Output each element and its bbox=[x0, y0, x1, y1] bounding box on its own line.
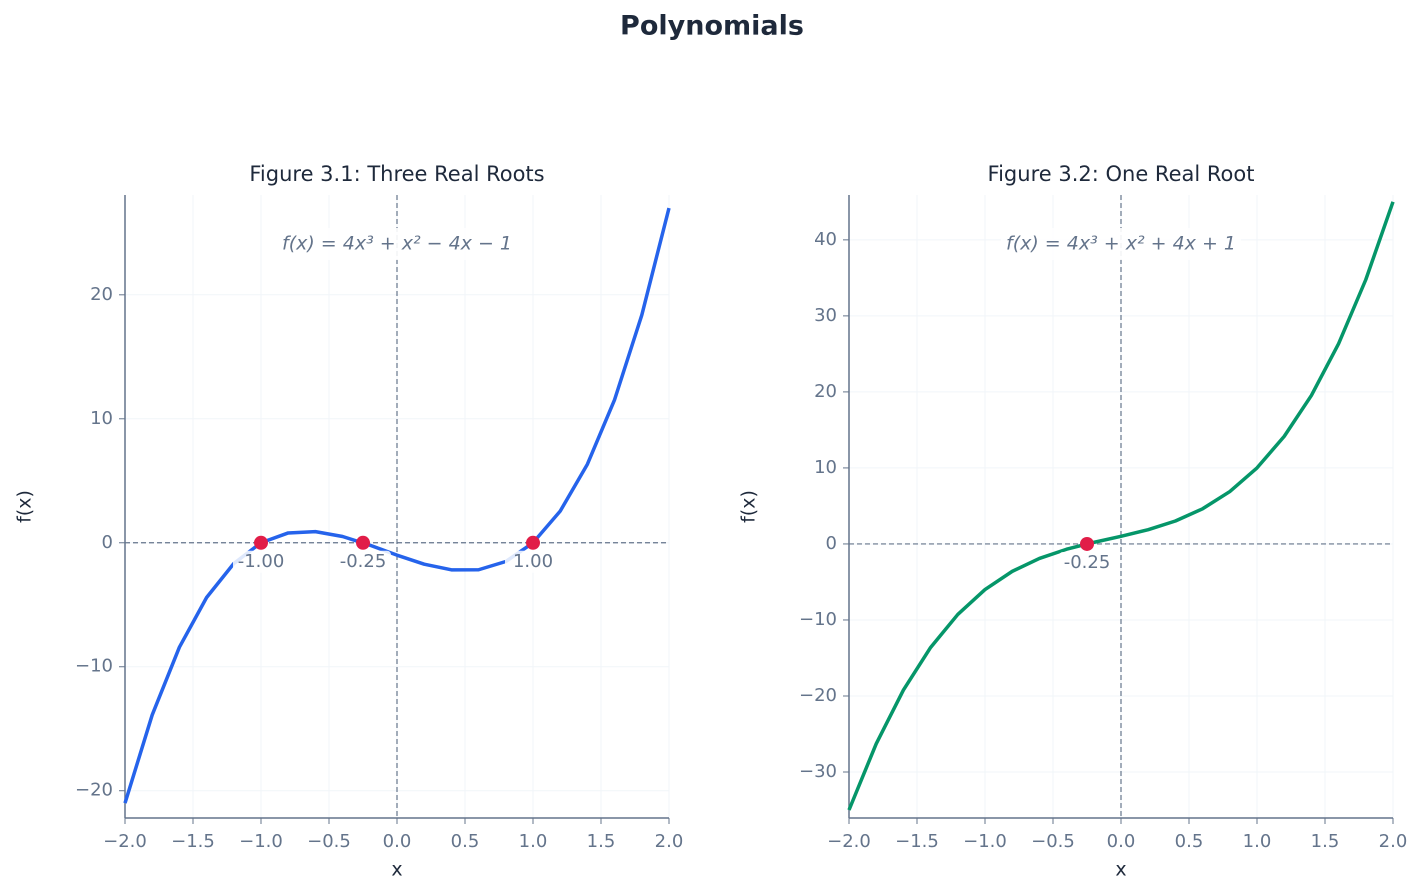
annotation: f(x) = 4x³ + x² + 4x + 1 bbox=[1006, 233, 1236, 255]
x-tick-label: −0.5 bbox=[1031, 831, 1075, 852]
root-label: -0.25 bbox=[340, 551, 387, 572]
root-label: -0.25 bbox=[1064, 552, 1111, 573]
y-tick-label: 10 bbox=[90, 408, 113, 429]
y-tick-label: 30 bbox=[814, 305, 837, 326]
subplot-title: Figure 3.1: Three Real Roots bbox=[249, 162, 544, 186]
annotation-bg bbox=[277, 228, 517, 260]
x-tick-label: 2.0 bbox=[1379, 831, 1408, 852]
root-label-bg bbox=[233, 550, 289, 573]
x-tick-label: 0.0 bbox=[383, 831, 412, 852]
x-tick-label: −0.5 bbox=[307, 831, 351, 852]
y-tick-label: −20 bbox=[75, 780, 113, 801]
y-tick-label: 20 bbox=[814, 381, 837, 402]
x-tick-label: 2.0 bbox=[655, 831, 684, 852]
y-tick-label: 10 bbox=[814, 457, 837, 478]
x-tick-label: −2.0 bbox=[827, 831, 871, 852]
x-tick-label: −2.0 bbox=[103, 831, 147, 852]
x-tick-label: 0.5 bbox=[1175, 831, 1204, 852]
y-tick-label: −10 bbox=[75, 656, 113, 677]
y-tick-label: −20 bbox=[799, 685, 837, 706]
x-tick-label: −1.5 bbox=[171, 831, 215, 852]
x-tick-label: 1.0 bbox=[1243, 831, 1272, 852]
root-point bbox=[1080, 536, 1094, 551]
x-tick-label: 1.0 bbox=[519, 831, 548, 852]
y-tick-label: −10 bbox=[799, 609, 837, 630]
x-tick-label: −1.0 bbox=[963, 831, 1007, 852]
root-label: 1.00 bbox=[513, 551, 553, 572]
root-label-bg bbox=[335, 550, 391, 573]
x-axis-title: x bbox=[391, 859, 402, 881]
y-tick-label: −30 bbox=[799, 761, 837, 782]
x-tick-label: 0.0 bbox=[1107, 831, 1136, 852]
y-axis-title: f(x) bbox=[14, 490, 36, 523]
root-label-bg bbox=[1059, 551, 1115, 574]
root-label-bg bbox=[505, 550, 561, 573]
y-tick-label: 40 bbox=[814, 229, 837, 250]
root-label: -1.00 bbox=[238, 551, 285, 572]
root-point bbox=[254, 535, 268, 550]
x-tick-label: 1.5 bbox=[1311, 831, 1340, 852]
x-tick-label: −1.5 bbox=[895, 831, 939, 852]
subplot-title: Figure 3.2: One Real Root bbox=[988, 162, 1255, 186]
x-axis-title: x bbox=[1115, 859, 1126, 881]
figure-title: Polynomials bbox=[620, 11, 804, 42]
y-axis-title: f(x) bbox=[738, 490, 760, 523]
root-point bbox=[356, 535, 370, 550]
x-tick-label: −1.0 bbox=[239, 831, 283, 852]
x-tick-label: 0.5 bbox=[451, 831, 480, 852]
y-tick-label: 20 bbox=[90, 284, 113, 305]
curve bbox=[847, 201, 1395, 811]
y-tick-label: 0 bbox=[102, 532, 113, 553]
x-tick-label: 1.5 bbox=[587, 831, 616, 852]
annotation-bg bbox=[1001, 228, 1241, 260]
curve bbox=[123, 207, 671, 804]
root-point bbox=[526, 535, 540, 550]
y-tick-label: 0 bbox=[826, 533, 837, 554]
annotation: f(x) = 4x³ + x² − 4x − 1 bbox=[282, 233, 512, 255]
